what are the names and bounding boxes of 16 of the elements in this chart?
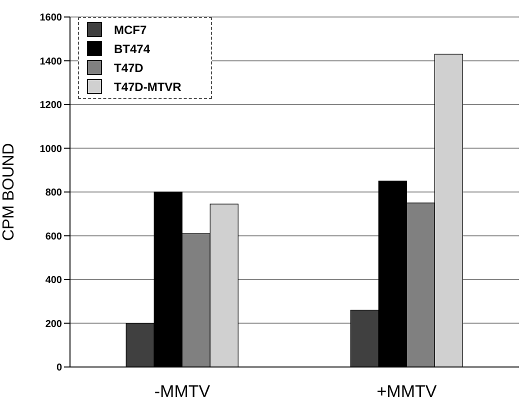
x-tick-label: +MMTV <box>376 382 438 402</box>
y-tick-label: 1400 <box>40 56 62 68</box>
y-axis-title: CPM BOUND <box>0 143 18 241</box>
legend-label: BT474 <box>114 42 150 56</box>
y-tick-label: 0 <box>56 362 62 374</box>
legend-label: T47D <box>114 60 144 74</box>
y-tick-label: 1200 <box>40 100 62 112</box>
y-tick-label: 1000 <box>40 144 62 155</box>
legend-label: MCF7 <box>114 22 147 36</box>
y-tick-label: 1600 <box>40 12 62 24</box>
legend-label: T47D-MTVR <box>114 80 182 94</box>
x-tick-label: -MMTV <box>154 382 211 402</box>
y-tick-label: 600 <box>45 231 62 242</box>
y-tick-label: 200 <box>45 318 62 330</box>
y-tick-label: 800 <box>45 188 62 199</box>
y-tick-label: 400 <box>45 275 62 286</box>
